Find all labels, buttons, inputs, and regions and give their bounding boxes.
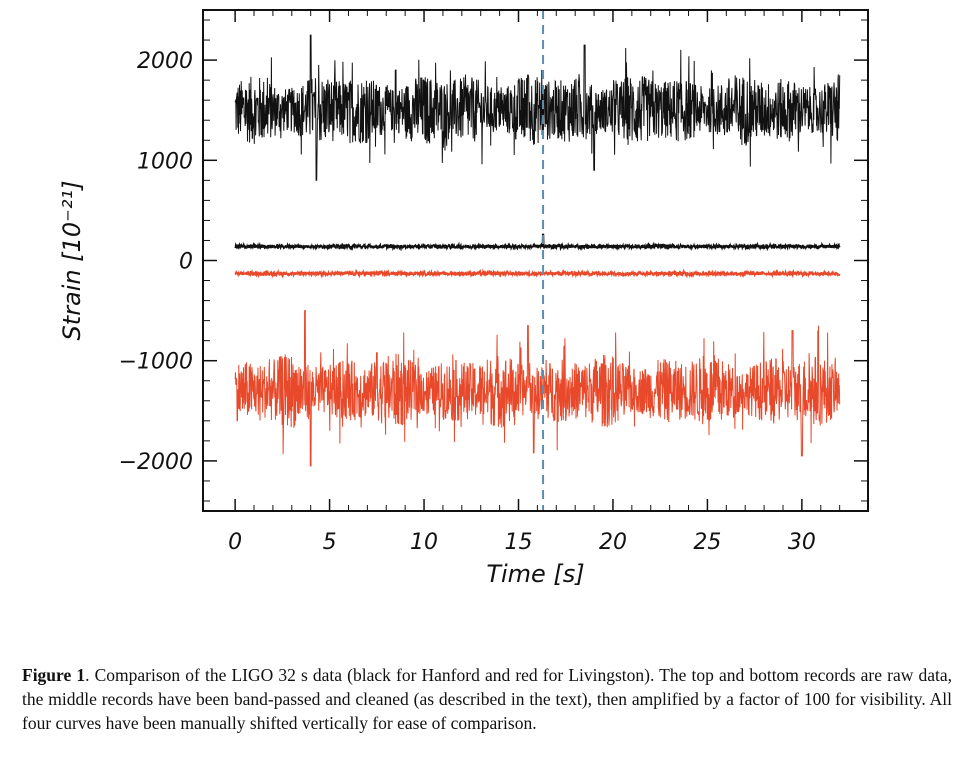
x-tick-label: 15 — [504, 530, 532, 555]
y-axis-title: Strain [10⁻²¹] — [58, 181, 86, 341]
x-tick-label: 20 — [599, 530, 627, 555]
plot-series — [234, 34, 841, 467]
x-tick-label: 5 — [323, 530, 337, 555]
y-tick-label: −1000 — [119, 350, 193, 375]
y-tick-label: 1000 — [137, 149, 193, 174]
caption-text: . Comparison of the LIGO 32 s data (blac… — [22, 665, 952, 733]
figure-label: Figure 1 — [22, 665, 86, 685]
series-1-line — [234, 34, 841, 181]
y-tick-label: 0 — [179, 250, 193, 275]
y-tick-labels: −2000 −1000 0 1000 2000 — [119, 49, 193, 475]
x-tick-labels: 0 5 10 15 20 25 30 — [228, 530, 816, 555]
series-4-line — [234, 310, 841, 467]
series-3-line — [234, 268, 841, 279]
x-axis-title: Time [s] — [486, 560, 584, 588]
x-tick-label: 0 — [228, 530, 242, 555]
x-tick-label: 30 — [788, 530, 816, 555]
y-tick-label: −2000 — [119, 450, 193, 475]
axis-ticks — [203, 10, 868, 511]
x-tick-label: 10 — [410, 530, 438, 555]
figure-caption: Figure 1. Comparison of the LIGO 32 s da… — [22, 663, 952, 735]
strain-chart: 0 5 10 15 20 25 30 −2000 −1000 0 1000 2000 Time [s… — [58, 9, 869, 588]
y-tick-label: 2000 — [137, 49, 193, 74]
series-2-line — [234, 233, 841, 252]
x-tick-label: 25 — [693, 530, 721, 555]
